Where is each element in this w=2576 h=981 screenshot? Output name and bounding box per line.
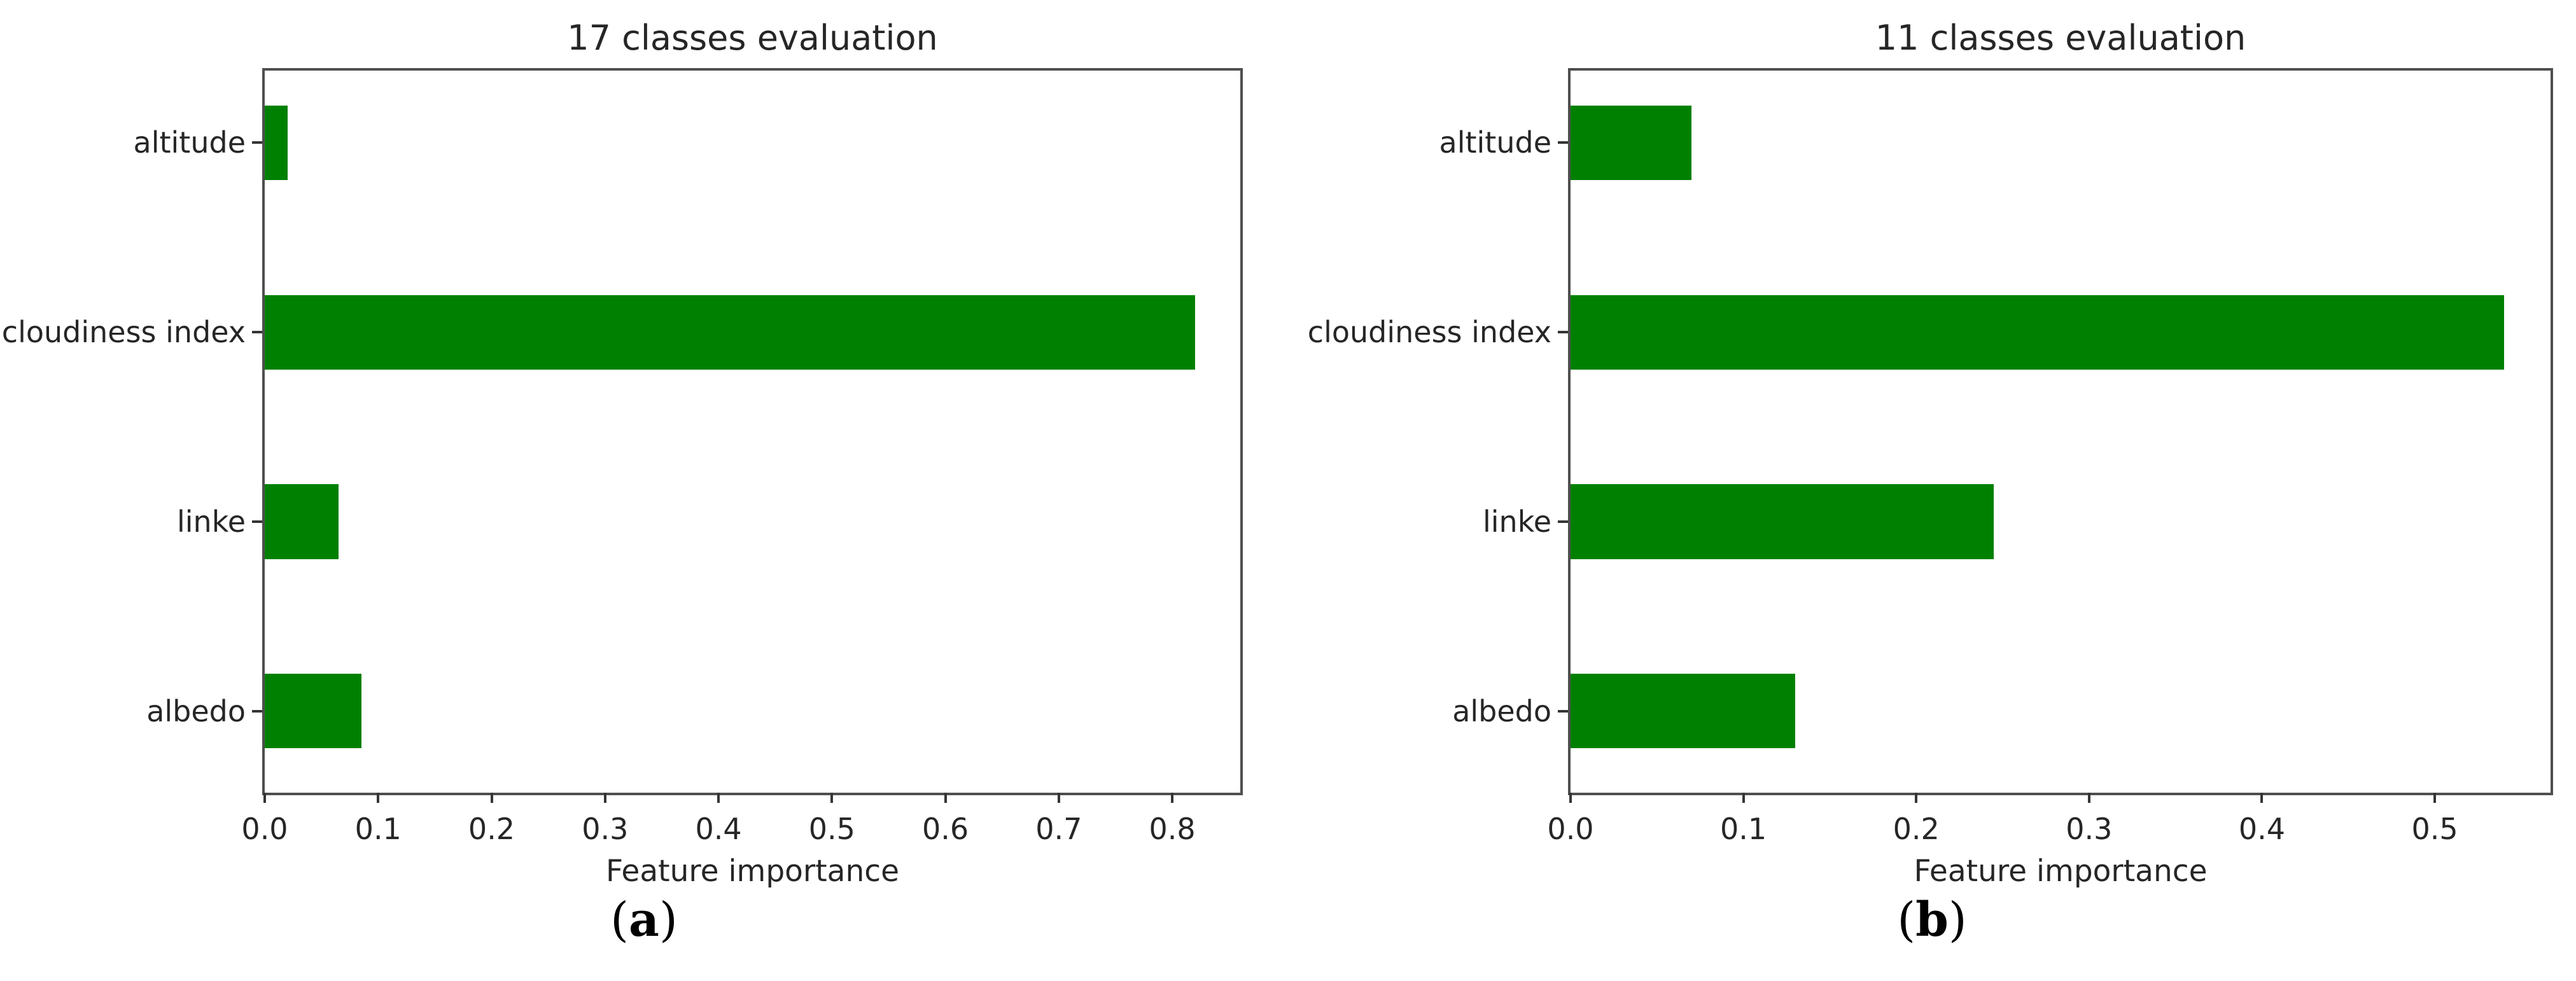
caption: (b)	[1288, 893, 2576, 947]
x-tick	[2433, 793, 2437, 803]
x-tick	[2260, 793, 2264, 803]
caption-letter: b	[1915, 893, 1949, 947]
chart-title: 17 classes evaluation	[567, 18, 938, 58]
x-tick	[377, 793, 380, 803]
x-tick	[490, 793, 493, 803]
x-tick-label: 0.8	[1149, 812, 1196, 846]
bar-cloudiness-index	[1571, 295, 2504, 370]
y-tick	[252, 709, 262, 713]
x-tick	[830, 793, 834, 803]
caption-close: )	[659, 893, 678, 947]
caption-open: (	[1897, 893, 1916, 947]
bar-linke	[265, 484, 339, 559]
caption: (a)	[0, 893, 1288, 947]
x-tick-label: 0.0	[1547, 812, 1594, 846]
y-tick-label: albedo	[1452, 693, 1551, 728]
y-tick	[1558, 331, 1568, 334]
subfigure-a: 17 classes evaluation altitude cloudiness …	[0, 18, 1288, 947]
y-tick	[1558, 709, 1568, 713]
y-tick-label: albedo	[146, 693, 246, 728]
chart-title: 11 classes evaluation	[1875, 18, 2246, 58]
bar-albedo	[265, 674, 361, 749]
x-tick-label: 0.3	[2066, 812, 2113, 846]
plot-area: altitude cloudiness index linke albedo 0.0 0.…	[2, 68, 1243, 888]
x-axis-title: Feature importance	[605, 854, 900, 889]
x-tick	[1569, 793, 1572, 803]
y-tick	[252, 141, 262, 144]
y-tick-label: altitude	[1439, 125, 1551, 160]
y-tick	[252, 520, 262, 524]
y-tick-label: linke	[176, 504, 246, 539]
y-tick-label: linke	[1482, 504, 1551, 539]
x-tick-label: 0.0	[241, 812, 288, 846]
x-tick-label: 0.4	[2238, 812, 2285, 846]
x-tick-label: 0.4	[695, 812, 742, 846]
x-tick	[1742, 793, 1745, 803]
x-tick-label: 0.5	[2411, 812, 2458, 846]
bar-linke	[1571, 484, 1994, 559]
x-tick	[1057, 793, 1060, 803]
x-tick-label: 0.1	[354, 812, 402, 846]
bar-cloudiness-index	[265, 295, 1195, 370]
y-tick	[252, 331, 262, 334]
y-tick-label: cloudiness index	[1, 315, 246, 350]
x-tick-label: 0.3	[582, 812, 629, 846]
caption-open: (	[610, 893, 629, 947]
bar-albedo	[1571, 674, 1796, 749]
y-tick	[1558, 141, 1568, 144]
x-tick	[717, 793, 720, 803]
bar-altitude	[1571, 105, 1692, 180]
y-tick-label: cloudiness index	[1307, 315, 1551, 350]
x-tick-label: 0.6	[921, 812, 969, 846]
x-tick-label: 0.7	[1035, 812, 1082, 846]
x-tick	[1915, 793, 1918, 803]
x-tick	[2087, 793, 2090, 803]
caption-letter: a	[629, 893, 659, 947]
x-tick	[1171, 793, 1174, 803]
x-tick	[944, 793, 947, 803]
x-axis-title: Feature importance	[1914, 854, 2208, 889]
x-tick-label: 0.2	[1893, 812, 1940, 846]
subfigure-b: 11 classes evaluation altitude cloudiness …	[1288, 0, 2576, 981]
x-tick-label: 0.2	[468, 812, 515, 846]
x-tick-label: 0.1	[1720, 812, 1767, 846]
x-tick	[263, 793, 266, 803]
bar-altitude	[265, 105, 288, 180]
y-tick	[1558, 520, 1568, 524]
plot-area: altitude cloudiness index linke albedo 0.0 0.…	[1308, 68, 2553, 888]
x-tick	[603, 793, 606, 803]
x-tick-label: 0.5	[808, 812, 855, 846]
caption-close: )	[1948, 893, 1967, 947]
y-tick-label: altitude	[133, 125, 246, 160]
